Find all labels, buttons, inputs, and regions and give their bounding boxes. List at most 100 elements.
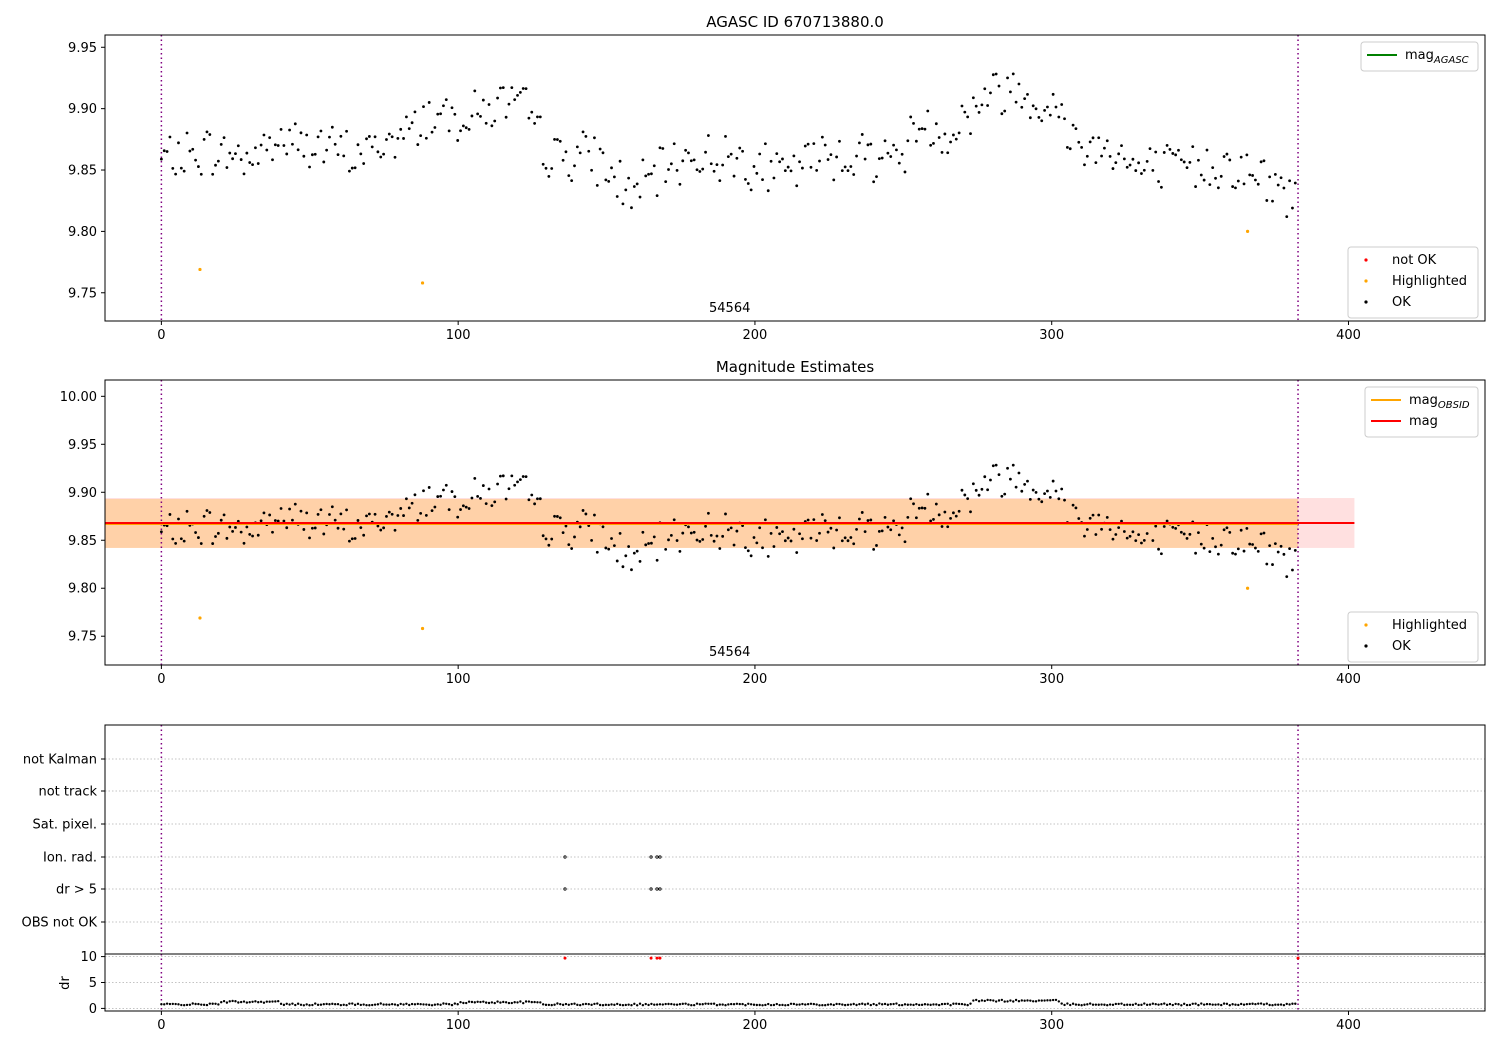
ok-point [410,501,414,505]
ok-point [769,531,773,535]
ok-point [752,165,756,168]
ok-point [994,72,998,76]
ok-point [587,149,591,153]
ok-point [749,554,753,558]
ok-point [564,524,568,528]
ok-point [644,174,648,178]
dr-point [1088,1002,1092,1005]
y-tick-label: 9.75 [68,286,97,301]
ok-point [521,475,525,478]
dr-point [673,1003,676,1006]
dr-point [758,1003,761,1007]
ok-point [763,518,767,522]
ok-point [353,537,357,540]
ok-point [1122,530,1126,533]
ok-point [359,152,363,156]
ok-point [900,526,904,530]
ok-point [1048,113,1052,117]
dr-point [1277,1003,1280,1006]
dr-point [633,1002,636,1006]
ok-point [359,526,363,530]
dr-point [712,1002,716,1005]
ok-point [974,104,978,108]
ok-point [419,511,423,515]
ok-point [382,526,386,530]
dr-point [248,1001,251,1004]
y-tick-label: 9.85 [68,534,97,549]
ok-point [541,534,545,538]
ok-point [265,148,269,152]
ok-point [1097,513,1101,517]
dr-point [718,1003,721,1006]
ok-point [530,110,534,114]
ok-point [852,542,856,546]
ok-point [726,528,730,532]
x-tick-label: 0 [157,328,165,343]
dr-point [194,1002,197,1006]
ok-point [516,480,519,484]
dr-point [952,1002,955,1005]
dr-point [624,1003,627,1007]
legend-marker [1364,258,1368,262]
ok-point [1242,182,1246,186]
ok-point [1011,463,1015,467]
ok-point [621,565,625,569]
ok-point [661,147,665,150]
ok-point [573,535,576,539]
ok-point [424,514,428,517]
ok-point [273,519,277,522]
dr-point [1288,1003,1291,1006]
dr-point [1106,1004,1109,1007]
dr-point [351,1002,354,1005]
ok-point [997,84,1001,88]
ok-point [1131,530,1135,534]
dr-point [382,1003,385,1006]
ok-point [390,512,394,516]
ok-point [897,161,901,165]
dr-point [1114,1002,1118,1006]
ok-point [159,530,163,534]
ok-point [789,539,793,543]
dr-point [655,1003,659,1006]
ok-point [396,514,400,517]
ok-point [1091,136,1095,140]
ok-point [171,167,175,170]
dr-point [729,1002,733,1006]
ok-point [1137,161,1141,165]
ok-point [763,142,767,146]
ok-point [222,513,226,517]
agasc-magnitude-panel: AGASC ID 670713880.0 54564 0 100 200 300 400 9.… [68,13,1486,343]
dr-point [635,1004,639,1007]
dr-point [1254,1002,1257,1006]
plot-area-1 [104,34,1486,322]
ok-point [1194,185,1197,188]
ok-point [1199,173,1203,177]
ok-point [709,533,713,537]
ok-point [1188,532,1192,536]
dr-point [1200,1002,1203,1005]
dr-point [339,1003,343,1007]
ok-point [1214,545,1217,549]
ok-point [513,483,517,487]
ok-point [1020,105,1024,109]
ok-point [692,530,696,534]
ok-point [1194,551,1197,555]
dr-point [1037,999,1041,1002]
ok-point [282,144,286,147]
ok-point [168,513,172,516]
dr-point [775,1002,778,1006]
ok-point [926,492,930,496]
ok-point [305,511,309,515]
dr-point [1126,1003,1129,1006]
dr-point [1145,1003,1149,1007]
dr-point [1063,1003,1066,1007]
y-tick-label: 9.80 [68,225,97,240]
legend-label: OK [1392,295,1411,310]
dr-point [983,999,986,1003]
ok-point [450,106,454,110]
ok-point [362,162,366,165]
ok-point [672,142,676,146]
ok-point [1157,547,1160,551]
y-tick-label: 0 [89,1002,97,1017]
ok-point [994,463,998,467]
